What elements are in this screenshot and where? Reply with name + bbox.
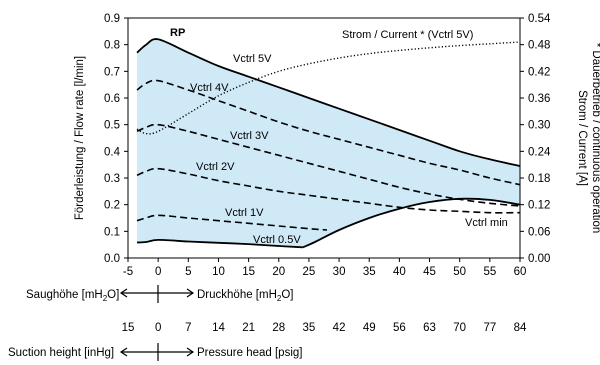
vctrl-4v-label: Vctrl 4V [190,82,229,94]
series-lines [136,38,521,249]
imperial-tick-label: 42 [333,322,346,334]
vctrl-5v-label: Vctrl 5V [233,53,272,65]
y-axis-title: Förderleistung / Flow rate [l/min] [74,56,86,220]
y-tick-label: 0.8 [104,40,120,52]
imperial-tick-label: 70 [453,322,466,334]
series-line-vctrl-0-5v [136,238,303,249]
direction-arrow-imperial [119,343,195,361]
x-tick-label: 25 [303,266,316,278]
series-line-vctrl-3v [136,123,521,207]
vctrl-2v-label: Vctrl 2V [196,161,235,173]
suction-height-inhg-label: Suction height [inHg] [8,347,114,359]
operating-area [137,39,520,248]
x-tick-label: 10 [212,266,225,278]
imperial-tick-label: 49 [363,322,376,334]
imperial-tick-label: 21 [242,322,255,334]
x-tick-label: 40 [393,266,406,278]
imperial-tick-label: 7 [185,322,191,334]
imperial-tick-label: 56 [393,322,406,334]
vctrl-min-label: Vctrl min [465,217,508,229]
x-tick-label: 35 [363,266,376,278]
plot-frame [127,17,521,259]
y2-tick-label: 0.30 [528,120,550,132]
y-tick-label: 0.9 [104,13,120,25]
imperial-tick-label: 63 [423,322,436,334]
imperial-tick-label: 35 [303,322,316,334]
vctrl-1v-label: Vctrl 1V [225,207,264,219]
series-line-vctrl-1v [136,214,328,231]
series-line-vctrl-min [302,197,521,249]
y-tick-label: 0.7 [104,66,120,78]
y2-tick-label: 0.18 [528,173,550,185]
imperial-tick-label: 28 [272,322,285,334]
x-tick-label: 0 [155,266,161,278]
suction-height-mh2o-label: Saughöhe [mH2O] [26,289,119,303]
y2-tick-label: 0.42 [528,66,550,78]
series-line-vctrl-5v [136,38,521,167]
imperial-tick-label: 77 [483,322,496,334]
x-tick-label: 55 [483,266,496,278]
y2-axis-title: Strom / Current [A] [576,90,588,186]
vctrl-3v-label: Vctrl 3V [230,130,269,142]
direction-arrow-mh2o [119,285,195,303]
y2-tick-label: 0.00 [528,253,550,265]
x-tick-label: 15 [242,266,255,278]
imperial-tick-label: 84 [514,322,527,334]
x-tick-label: 45 [423,266,436,278]
rp-label: RP [170,27,185,39]
y2-axis-note: * Dauerbetrieb / continuous operation [590,43,600,234]
y2-tick-label: 0.06 [528,226,550,238]
y2-tick-label: 0.54 [528,13,551,25]
pressure-head-mh2o-label: Druckhöhe [mH2O] [197,289,293,303]
current-series-label: Strom / Current * (Vctrl 5V) [342,29,473,41]
imperial-tick-label: 0 [155,322,161,334]
x-tick-label: -5 [123,266,133,278]
y-tick-label: 0.1 [104,226,120,238]
y-tick-label: 0.5 [104,120,120,132]
y2-tick-label: 0.24 [528,146,551,158]
imperial-axis-ticks: 15 0 7 14 21 28 35 42 49 56 63 70 77 84 [122,322,527,334]
y2-tick-label: 0.36 [528,93,550,105]
imperial-tick-label: 14 [212,322,225,334]
x-tick-label: 50 [453,266,466,278]
x-tick-label: 30 [333,266,346,278]
y-tick-label: 0.6 [104,93,120,105]
imperial-tick-label: 15 [122,322,135,334]
y-tick-label: 0.0 [104,253,120,265]
x-tick-label: 5 [185,266,191,278]
operating-area-fill [137,39,520,248]
x-tick-label: 60 [514,266,527,278]
x-tick-label: 20 [272,266,285,278]
y-tick-label: 0.2 [104,200,120,212]
y-tick-label: 0.3 [104,173,120,185]
vctrl-05v-label: Vctrl 0.5V [253,234,301,246]
pressure-head-psig-label: Pressure head [psig] [197,347,302,359]
y2-tick-label: 0.48 [528,40,550,52]
axis-ticks: -5 0 5 10 15 20 25 30 35 40 45 50 55 60 0.0 0.1 0.2 0.3 0.… [104,13,551,278]
y-tick-label: 0.4 [104,146,121,158]
series-line-strom-current-vctrl-5v [136,41,521,135]
plot-border [127,17,521,259]
y2-tick-label: 0.12 [528,200,550,212]
